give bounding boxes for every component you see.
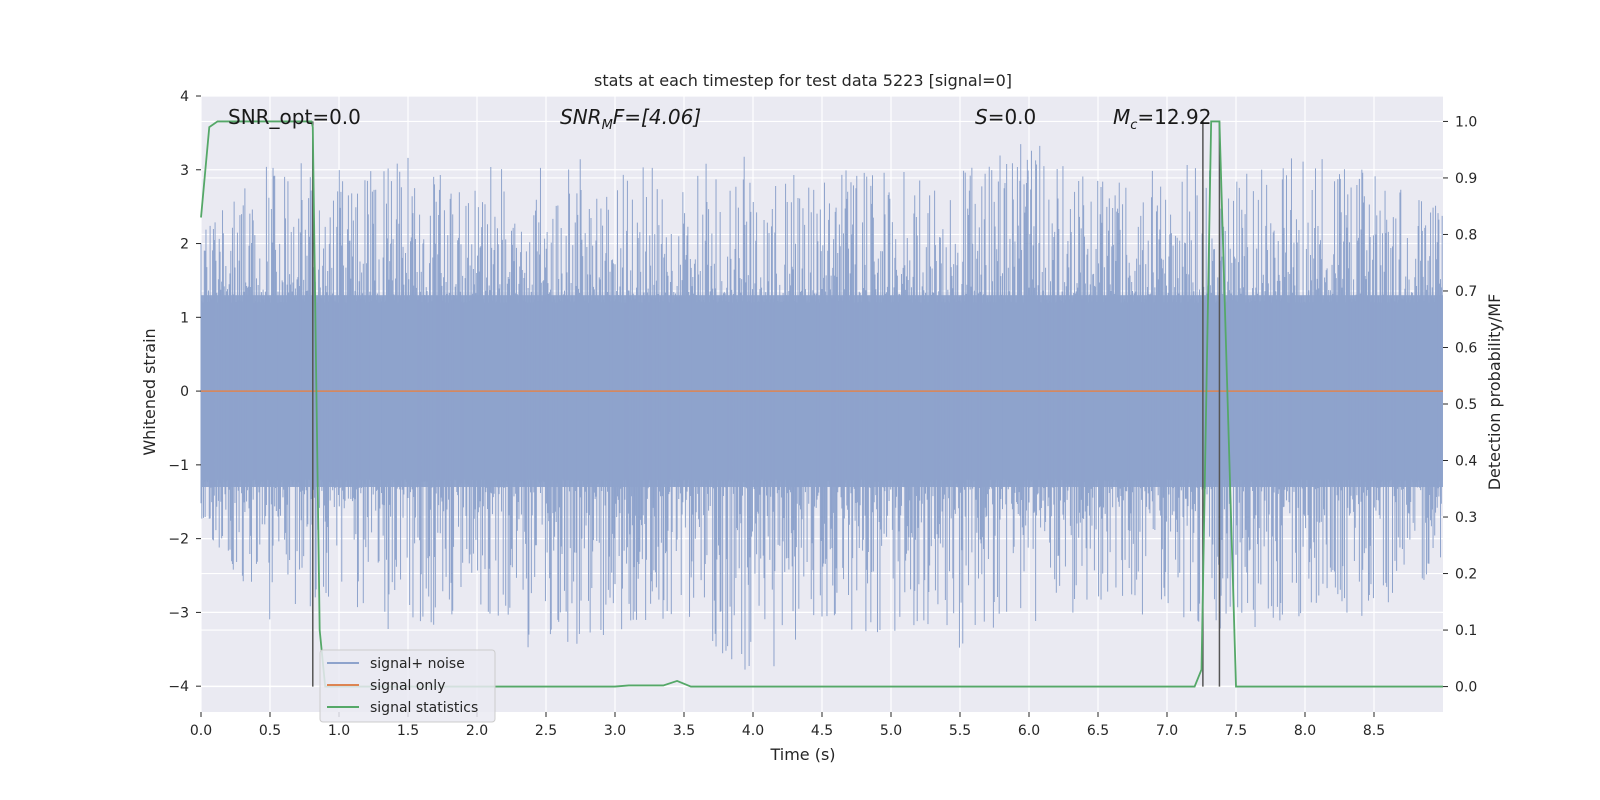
- s-value: =0.0: [988, 105, 1037, 129]
- x-tick-label: 2.5: [535, 723, 557, 739]
- snr-mf-subscript: M: [602, 118, 613, 133]
- y2-tick-label: 0.1: [1455, 623, 1477, 639]
- y-tick-label: 3: [180, 163, 189, 179]
- legend: signal+ noise signal only signal statist…: [319, 649, 496, 723]
- y2-tick-label: 0.3: [1455, 510, 1477, 526]
- x-axis-label: Time (s): [769, 745, 835, 764]
- x-tick-label: 6.5: [1087, 723, 1109, 739]
- snr-mf-value: F=[4.06]: [613, 105, 701, 129]
- y2-tick-label: 0.2: [1455, 567, 1477, 583]
- legend-label-signal-statistics: signal statistics: [370, 700, 478, 716]
- y-tick-label: 4: [180, 89, 189, 105]
- y2-tick-label: 1.0: [1455, 114, 1477, 130]
- x-tick-label: 7.5: [1225, 723, 1247, 739]
- y2-axis-label: Detection probability/MF: [1485, 294, 1504, 491]
- y2-tick-label: 0.0: [1455, 680, 1477, 696]
- x-tick-label: 8.5: [1363, 723, 1385, 739]
- y-tick-label: 2: [180, 237, 189, 253]
- x-tick-label: 0.0: [190, 723, 212, 739]
- x-tick-label: 4.0: [742, 723, 764, 739]
- y2-tick-label: 0.5: [1455, 397, 1477, 413]
- snr-mf-symbol: SNR: [560, 105, 602, 129]
- x-tick-label: 4.5: [811, 723, 833, 739]
- y-tick-label: −2: [168, 532, 189, 548]
- signal-statistics-line: [200, 120, 1443, 688]
- x-tick-label: 5.5: [949, 723, 971, 739]
- y2-tick-label: 0.9: [1455, 171, 1477, 187]
- y2-tick-label: 0.4: [1455, 454, 1477, 470]
- annotation-s: S=0.0: [975, 105, 1036, 129]
- x-tick-label: 0.5: [259, 723, 281, 739]
- y-tick-label: −3: [168, 605, 189, 621]
- signal-noise-series: [200, 144, 1443, 670]
- legend-label-signal-only: signal only: [370, 678, 445, 694]
- x-tick-label: 6.0: [1018, 723, 1040, 739]
- chart-title: stats at each timestep for test data 522…: [594, 71, 1012, 90]
- y-tick-label: −1: [168, 458, 189, 474]
- s-symbol: S: [975, 105, 988, 129]
- mc-subscript: c: [1130, 118, 1137, 133]
- y-tick-label: 1: [180, 310, 189, 326]
- x-tick-label: 8.0: [1294, 723, 1316, 739]
- annotation-snr-opt: SNR_opt=0.0: [228, 105, 361, 129]
- x-tick-label: 3.0: [604, 723, 626, 739]
- y-tick-label: 0: [180, 384, 189, 400]
- x-tick-label: 7.0: [1156, 723, 1178, 739]
- y-axis-label: Whitened strain: [140, 328, 159, 455]
- x-tick-label: 1.5: [397, 723, 419, 739]
- mc-symbol: M: [1113, 105, 1130, 129]
- mc-value: =12.92: [1137, 105, 1211, 129]
- axes: 0.0 0.5 1.0 1.5 2.0 2.5 3.0 3.5 4.0 4.5 5.0 5.5 6.0 6…: [168, 89, 1477, 739]
- y2-tick-label: 0.6: [1455, 340, 1477, 356]
- legend-label-signal-noise: signal+ noise: [370, 656, 465, 672]
- annotation-mc: Mc=12.92: [1113, 105, 1211, 133]
- series-lines: [200, 120, 1443, 688]
- legend-box: [319, 649, 496, 723]
- x-tick-label: 5.0: [880, 723, 902, 739]
- y2-tick-label: 0.8: [1455, 227, 1477, 243]
- x-tick-label: 2.0: [466, 723, 488, 739]
- x-tick-label: 1.0: [328, 723, 350, 739]
- y2-tick-label: 0.7: [1455, 284, 1477, 300]
- annotation-snr-mf: SNRMF=[4.06]: [560, 105, 701, 133]
- y-tick-label: −4: [168, 679, 189, 695]
- x-tick-label: 3.5: [673, 723, 695, 739]
